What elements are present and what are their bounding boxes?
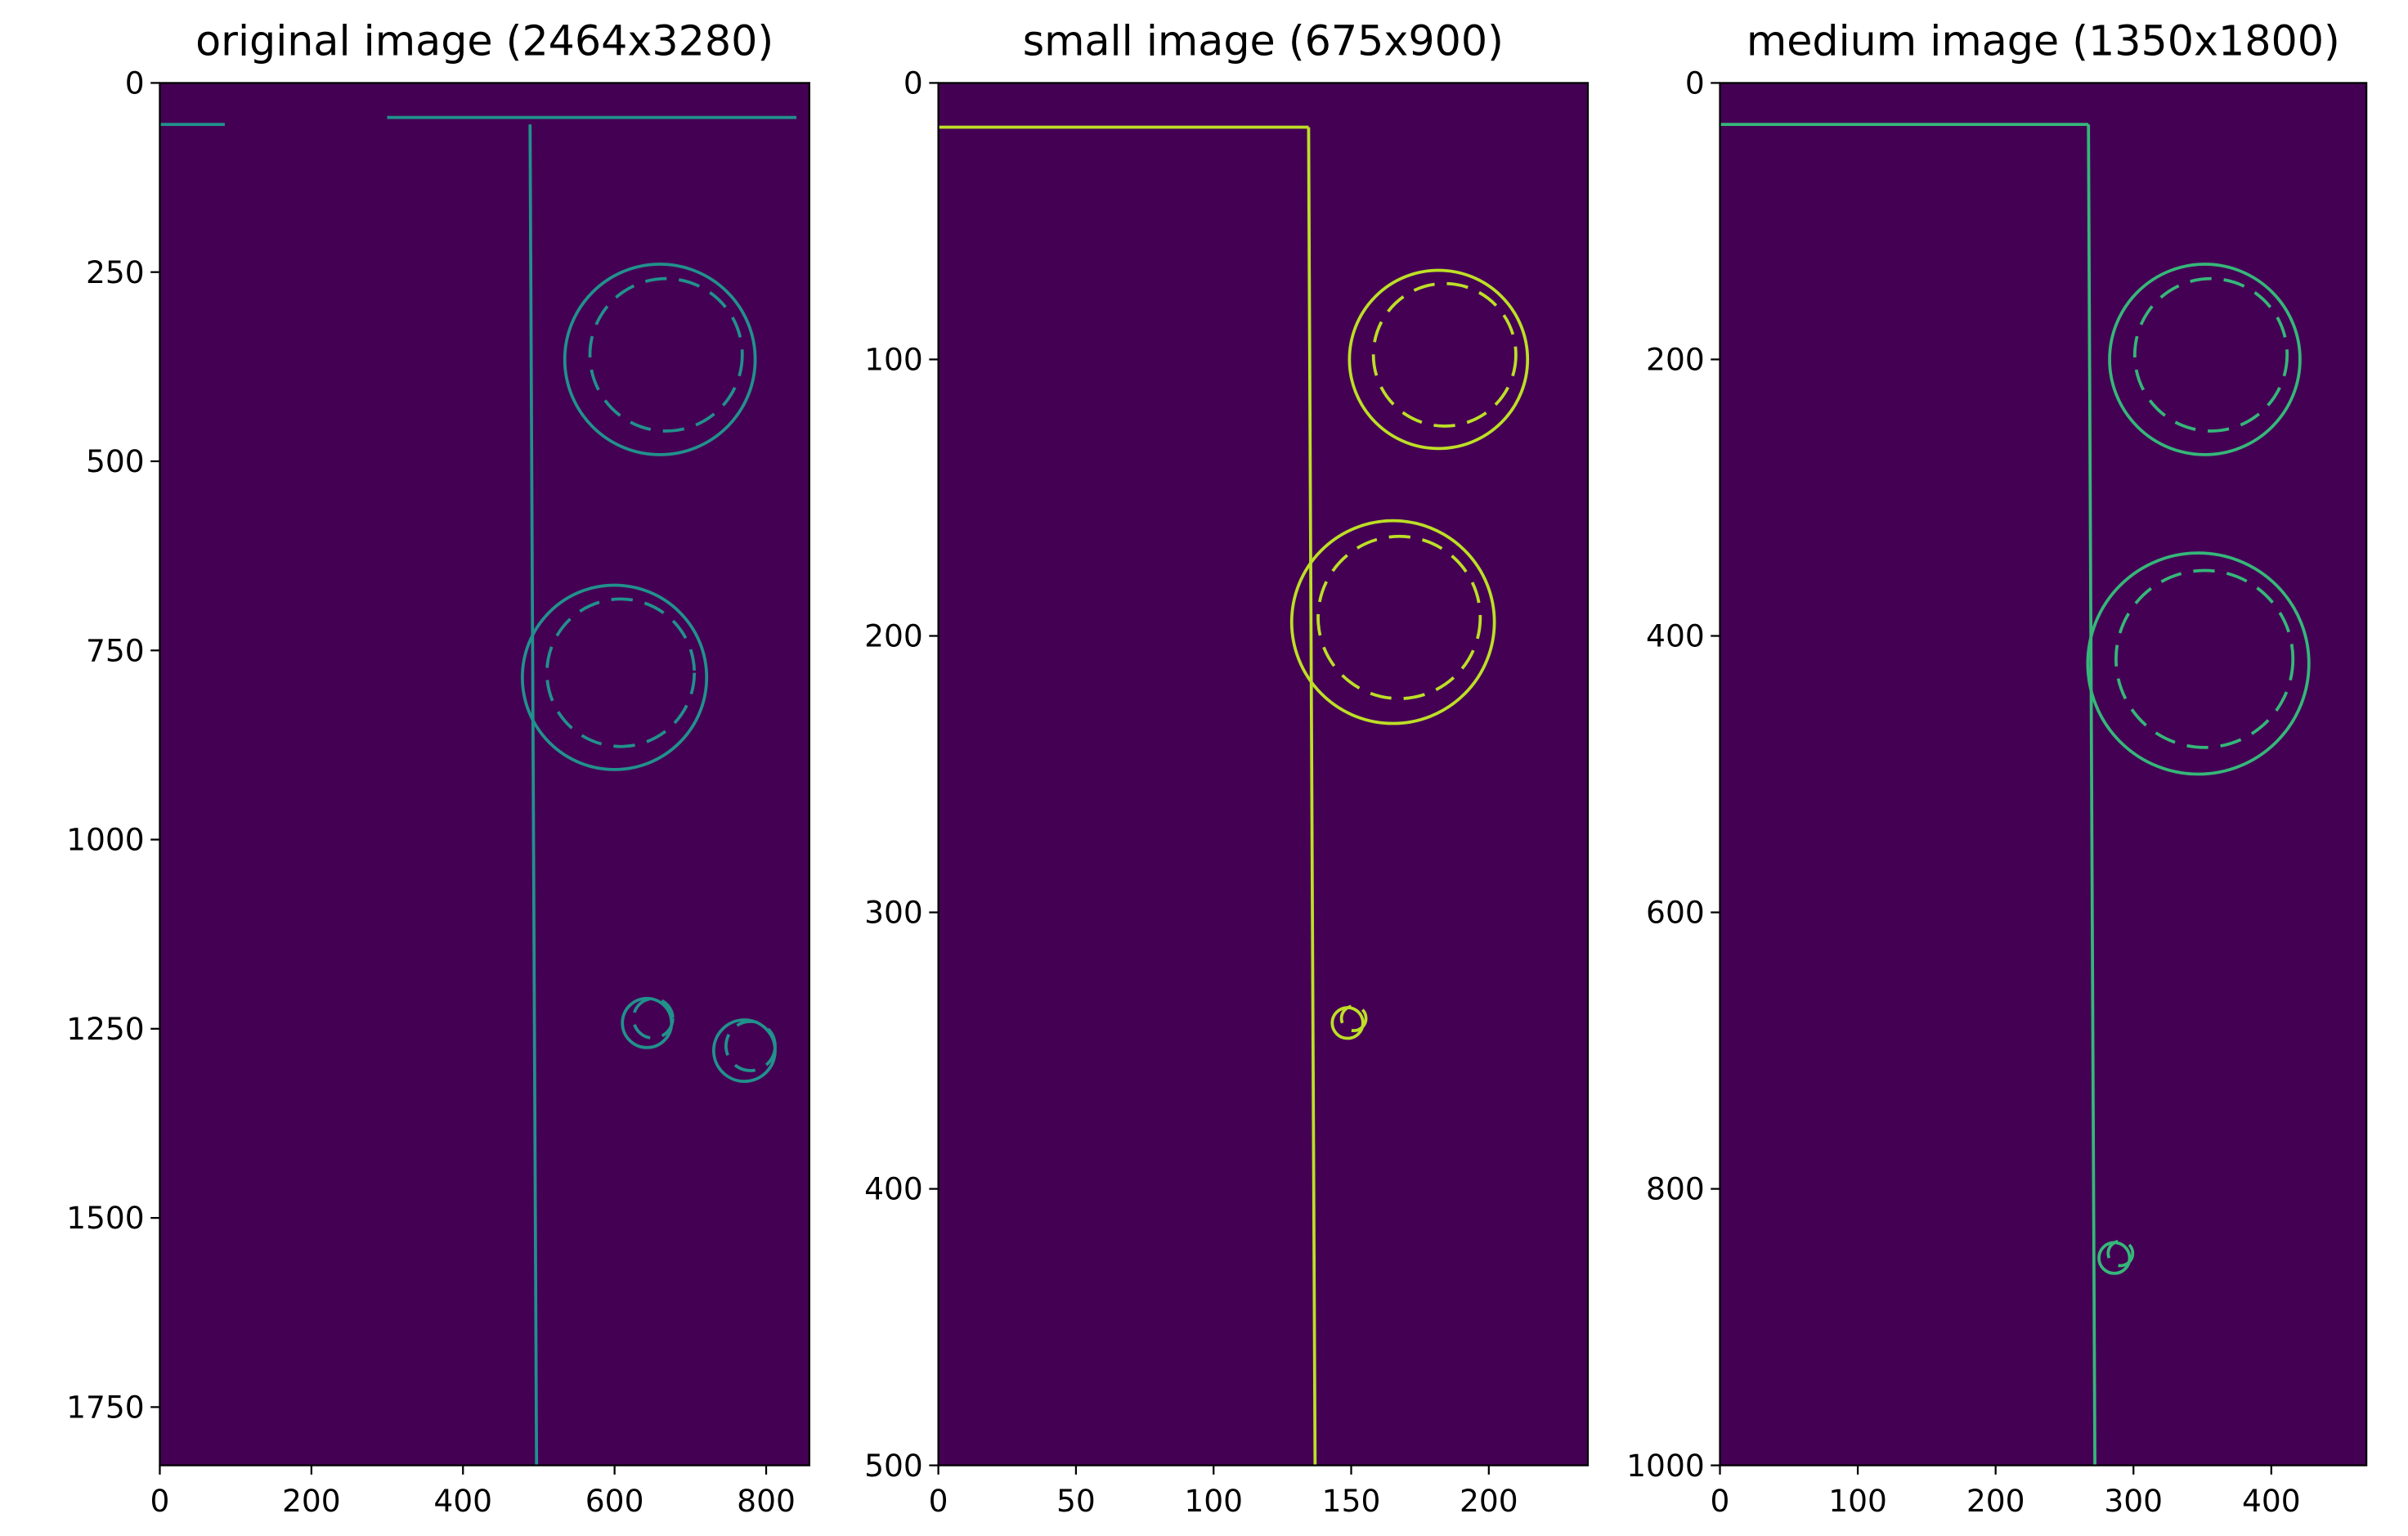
y-tick-label: 0 — [125, 65, 145, 101]
edge-line — [1307, 127, 1317, 1466]
y-tick-label: 200 — [1646, 342, 1705, 378]
y-tick-label: 750 — [86, 632, 145, 668]
axes-frame — [937, 82, 1590, 1466]
x-tick-label: 400 — [433, 1483, 492, 1519]
edge-ring — [588, 276, 744, 433]
y-tick-label: 100 — [864, 342, 923, 378]
y-tick-label: 300 — [864, 895, 923, 931]
x-tick-label: 400 — [2242, 1483, 2301, 1519]
edge-ring — [520, 583, 709, 771]
axes-frame — [1719, 82, 2368, 1466]
edges — [938, 125, 1530, 1466]
y-tick-label: 400 — [1646, 618, 1705, 654]
x-tick-label: 0 — [929, 1483, 948, 1519]
y-tick-label: 800 — [1646, 1171, 1705, 1207]
x-tick-label: 800 — [737, 1483, 796, 1519]
x-tick-label: 300 — [2104, 1483, 2163, 1519]
edge-ring — [2114, 568, 2295, 749]
edges — [1720, 123, 2311, 1466]
edge-ring — [2086, 551, 2311, 776]
x-tick-label: 0 — [1711, 1483, 1730, 1519]
x-tick-label: 200 — [1966, 1483, 2025, 1519]
axes-title: medium image (1350x1800) — [1747, 17, 2340, 65]
edge-ring — [1316, 534, 1482, 700]
axes-frame — [159, 82, 810, 1466]
edge-ring — [631, 997, 675, 1040]
x-tick-label: 0 — [150, 1483, 170, 1519]
y-tick-label: 1750 — [66, 1390, 145, 1426]
x-tick-label: 100 — [1828, 1483, 1887, 1519]
x-tick-label: 100 — [1184, 1483, 1243, 1519]
edge-ring — [1347, 268, 1530, 451]
image-area — [159, 83, 809, 1466]
y-tick-label: 200 — [864, 618, 923, 654]
x-tick-label: 150 — [1322, 1483, 1381, 1519]
y-tick-label: 0 — [1685, 65, 1705, 101]
x-tick-label: 200 — [282, 1483, 341, 1519]
edges — [159, 115, 796, 1466]
axes-title: small image (675x900) — [1023, 17, 1504, 65]
edge-ring — [545, 597, 697, 748]
edge-line — [2087, 124, 2096, 1466]
edge-ring — [1339, 1004, 1368, 1033]
x-tick-label: 600 — [585, 1483, 644, 1519]
y-tick-label: 400 — [864, 1171, 923, 1207]
edge-ring — [724, 1019, 777, 1072]
edge-ring — [1371, 281, 1518, 428]
x-tick-label: 200 — [1460, 1483, 1518, 1519]
y-tick-label: 600 — [1646, 895, 1705, 931]
y-tick-label: 1250 — [66, 1011, 145, 1047]
edge-ring — [1289, 519, 1496, 725]
edge-ring — [563, 263, 757, 456]
y-tick-label: 250 — [86, 254, 145, 290]
y-tick-label: 1500 — [66, 1200, 145, 1236]
edge-ring — [2108, 263, 2302, 456]
y-tick-label: 500 — [86, 443, 145, 479]
y-tick-label: 0 — [904, 65, 923, 101]
y-tick-label: 500 — [864, 1448, 923, 1484]
image-area — [1720, 83, 2367, 1466]
x-tick-label: 50 — [1056, 1483, 1096, 1519]
y-tick-label: 1000 — [66, 822, 145, 858]
y-tick-label: 1000 — [1626, 1448, 1705, 1484]
edge-line — [528, 124, 539, 1466]
edge-ring — [2106, 1239, 2135, 1268]
axes-title: original image (2464x3280) — [195, 17, 774, 65]
edge-ring — [2132, 276, 2289, 433]
image-area — [938, 83, 1588, 1466]
